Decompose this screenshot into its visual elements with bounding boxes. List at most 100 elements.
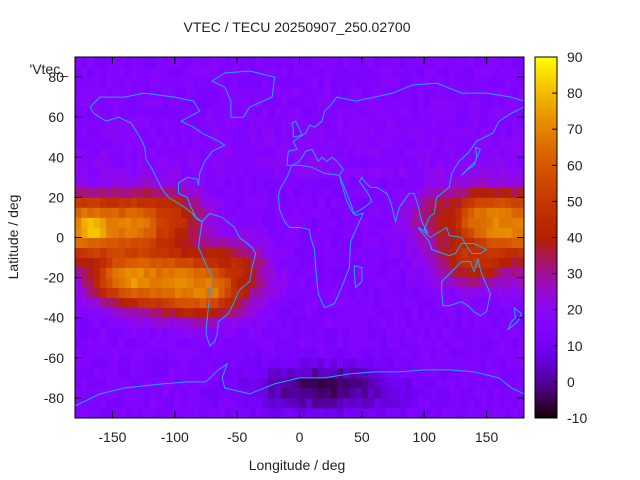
heatmap-cell (193, 127, 201, 138)
heatmap-cell (461, 87, 469, 98)
heatmap-cell (305, 287, 313, 299)
heatmap-cell (399, 77, 406, 88)
heatmap-cell (237, 377, 244, 389)
heatmap-cell (280, 107, 288, 118)
heatmap-cell (75, 197, 82, 208)
heatmap-cell (311, 57, 319, 68)
heatmap-cell (480, 307, 487, 319)
heatmap-cell (243, 127, 251, 138)
heatmap-cell (162, 57, 169, 68)
heatmap-cell (205, 387, 213, 399)
heatmap-cell (442, 277, 450, 289)
heatmap-cell (237, 237, 244, 248)
heatmap-cell (343, 347, 350, 359)
heatmap-cell (305, 267, 313, 279)
heatmap-cell (474, 407, 481, 419)
heatmap-cell (162, 367, 169, 379)
heatmap-cell (424, 237, 431, 248)
heatmap-cell (75, 237, 82, 248)
heatmap-cell (492, 297, 500, 309)
heatmap-cell (324, 317, 332, 329)
heatmap-cell (230, 167, 238, 178)
heatmap-cell (243, 377, 251, 389)
heatmap-cell (255, 337, 263, 349)
heatmap-cell (349, 407, 357, 419)
heatmap-cell (480, 267, 487, 279)
heatmap-cell (187, 87, 194, 98)
heatmap-cell (361, 237, 369, 248)
heatmap-cell (218, 157, 226, 168)
heatmap-cell (330, 297, 338, 309)
heatmap-cell (81, 247, 88, 258)
heatmap-cell (436, 347, 444, 359)
heatmap-cell (368, 367, 375, 379)
heatmap-cell (293, 347, 300, 359)
heatmap-cell (324, 157, 332, 168)
heatmap-cell (305, 77, 313, 88)
heatmap-cell (505, 267, 512, 279)
colorbar-cell (535, 384, 557, 389)
heatmap-cell (449, 137, 456, 148)
heatmap-cell (311, 177, 319, 188)
heatmap-cell (474, 107, 481, 118)
heatmap-cell (249, 97, 257, 108)
heatmap-cell (311, 107, 319, 118)
heatmap-cell (424, 107, 431, 118)
heatmap-cell (262, 347, 269, 359)
heatmap-cell (143, 277, 151, 289)
heatmap-cell (417, 67, 425, 78)
heatmap-cell (361, 137, 369, 148)
heatmap-cell (106, 197, 113, 208)
heatmap-cell (361, 187, 369, 198)
heatmap-cell (75, 207, 82, 218)
heatmap-cell (318, 67, 325, 78)
heatmap-cell (386, 167, 394, 178)
heatmap-cell (224, 387, 232, 399)
colorbar-cell (535, 141, 557, 145)
heatmap-cell (243, 137, 251, 148)
heatmap-cell (174, 197, 182, 208)
heatmap-cell (380, 407, 388, 419)
heatmap-cell (149, 87, 157, 98)
heatmap-cell (417, 147, 425, 158)
heatmap-cell (336, 137, 344, 148)
heatmap-cell (480, 227, 487, 238)
heatmap-cell (374, 207, 381, 218)
heatmap-cell (268, 397, 275, 409)
heatmap-cell (499, 297, 506, 309)
heatmap-cell (311, 337, 319, 349)
heatmap-cell (511, 67, 519, 78)
heatmap-cell (405, 147, 413, 158)
heatmap-cell (399, 147, 406, 158)
heatmap-cell (75, 147, 82, 158)
heatmap-cell (380, 377, 388, 389)
colorbar-cell (535, 210, 557, 214)
heatmap-cell (156, 407, 163, 419)
heatmap-cell (93, 367, 101, 379)
heatmap-cell (505, 357, 512, 369)
heatmap-cell (168, 407, 176, 419)
heatmap-cell (424, 147, 431, 158)
heatmap-cell (262, 297, 269, 309)
heatmap-cell (205, 197, 213, 208)
heatmap-cell (430, 257, 438, 268)
heatmap-cell (230, 277, 238, 289)
heatmap-cell (168, 247, 176, 258)
heatmap-cell (405, 337, 413, 349)
heatmap-cell (361, 67, 369, 78)
heatmap-cell (106, 157, 113, 168)
heatmap-cell (380, 77, 388, 88)
heatmap-cell (99, 267, 107, 279)
heatmap-cell (249, 107, 257, 118)
heatmap-cell (380, 227, 388, 238)
heatmap-cell (368, 67, 375, 78)
heatmap-cell (505, 277, 512, 289)
heatmap-cell (442, 407, 450, 419)
heatmap-cell (205, 67, 213, 78)
heatmap-cell (499, 77, 506, 88)
heatmap-cell (368, 297, 375, 309)
heatmap-cell (243, 337, 251, 349)
heatmap-cell (399, 137, 406, 148)
heatmap-cell (174, 87, 182, 98)
heatmap-cell (118, 87, 126, 98)
